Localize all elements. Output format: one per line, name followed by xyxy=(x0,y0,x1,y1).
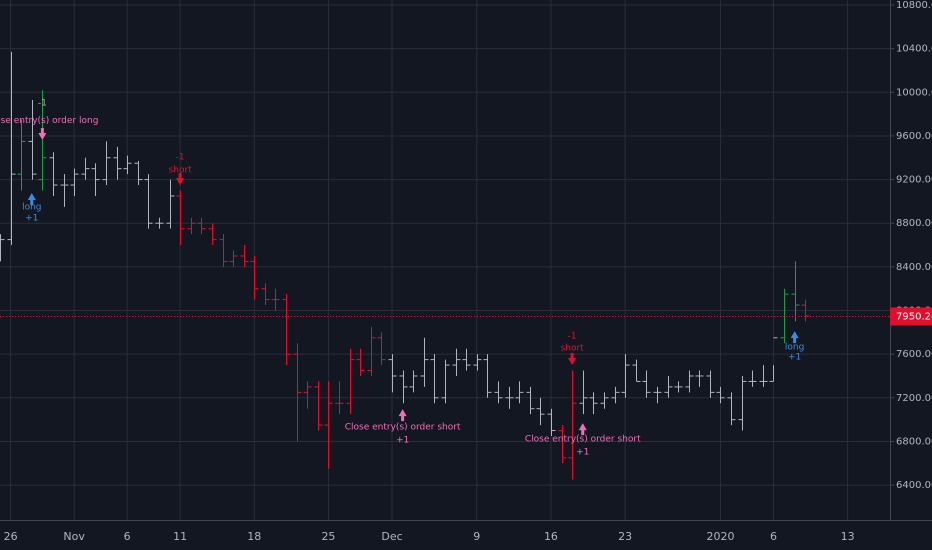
annotation: -1 xyxy=(176,153,185,163)
signal-arrow xyxy=(578,423,587,436)
x-tick-label: Dec xyxy=(381,530,402,543)
x-tick-label: Nov xyxy=(63,530,85,543)
y-tick-label: 9200.00 xyxy=(896,175,932,186)
x-tick-label: 11 xyxy=(173,530,187,543)
signal-arrow xyxy=(38,127,47,140)
annotation: +1 xyxy=(576,448,589,458)
annotation: Close entry(s) order short xyxy=(525,435,641,445)
y-tick-label: 6800.00 xyxy=(896,436,932,447)
annotation: long xyxy=(785,343,804,353)
annotation: short xyxy=(169,166,193,176)
annotation: +1 xyxy=(788,352,801,362)
y-tick-label: 10800.00 xyxy=(896,0,932,11)
y-tick-label: 7600.00 xyxy=(896,349,932,360)
y-tick-label: 10400.00 xyxy=(896,44,932,55)
signal-arrow xyxy=(398,409,407,422)
last-price-box xyxy=(890,307,932,326)
x-tick-label: 6 xyxy=(770,530,777,543)
last-price-label: 7950.24 xyxy=(896,312,932,323)
signal-arrow xyxy=(790,331,799,344)
annotation: -1 xyxy=(38,99,47,109)
y-tick-label: 6400.00 xyxy=(896,480,932,491)
bars xyxy=(0,51,810,480)
annotation: short xyxy=(561,344,585,354)
signal-arrow xyxy=(176,173,185,186)
x-tick-label: 18 xyxy=(247,530,261,543)
x-tick-label: 13 xyxy=(841,530,855,543)
annotation: +1 xyxy=(25,213,38,223)
annotation: Close entry(s) order short xyxy=(345,423,461,433)
annotation: Close entry(s) order long xyxy=(0,116,98,126)
y-tick-label: 8800.00 xyxy=(896,218,932,229)
y-tick-label: 10000.00 xyxy=(896,87,932,98)
x-tick-label: 6 xyxy=(124,530,131,543)
x-tick-label: 25 xyxy=(321,530,335,543)
annotation: -1 xyxy=(568,332,577,342)
x-tick-label: 23 xyxy=(618,530,632,543)
x-tick-label: 16 xyxy=(544,530,558,543)
signal-arrow xyxy=(27,193,36,206)
y-tick-label: 8400.00 xyxy=(896,262,932,273)
annotation: +1 xyxy=(396,436,409,446)
x-tick-label: 2020 xyxy=(706,530,734,543)
x-tick-label: 9 xyxy=(473,530,480,543)
y-tick-label: 7200.00 xyxy=(896,393,932,404)
signal-arrow xyxy=(568,353,577,366)
annotation: long xyxy=(22,202,41,212)
y-tick-label: 9600.00 xyxy=(896,131,932,142)
x-tick-label: 26 xyxy=(4,530,18,543)
